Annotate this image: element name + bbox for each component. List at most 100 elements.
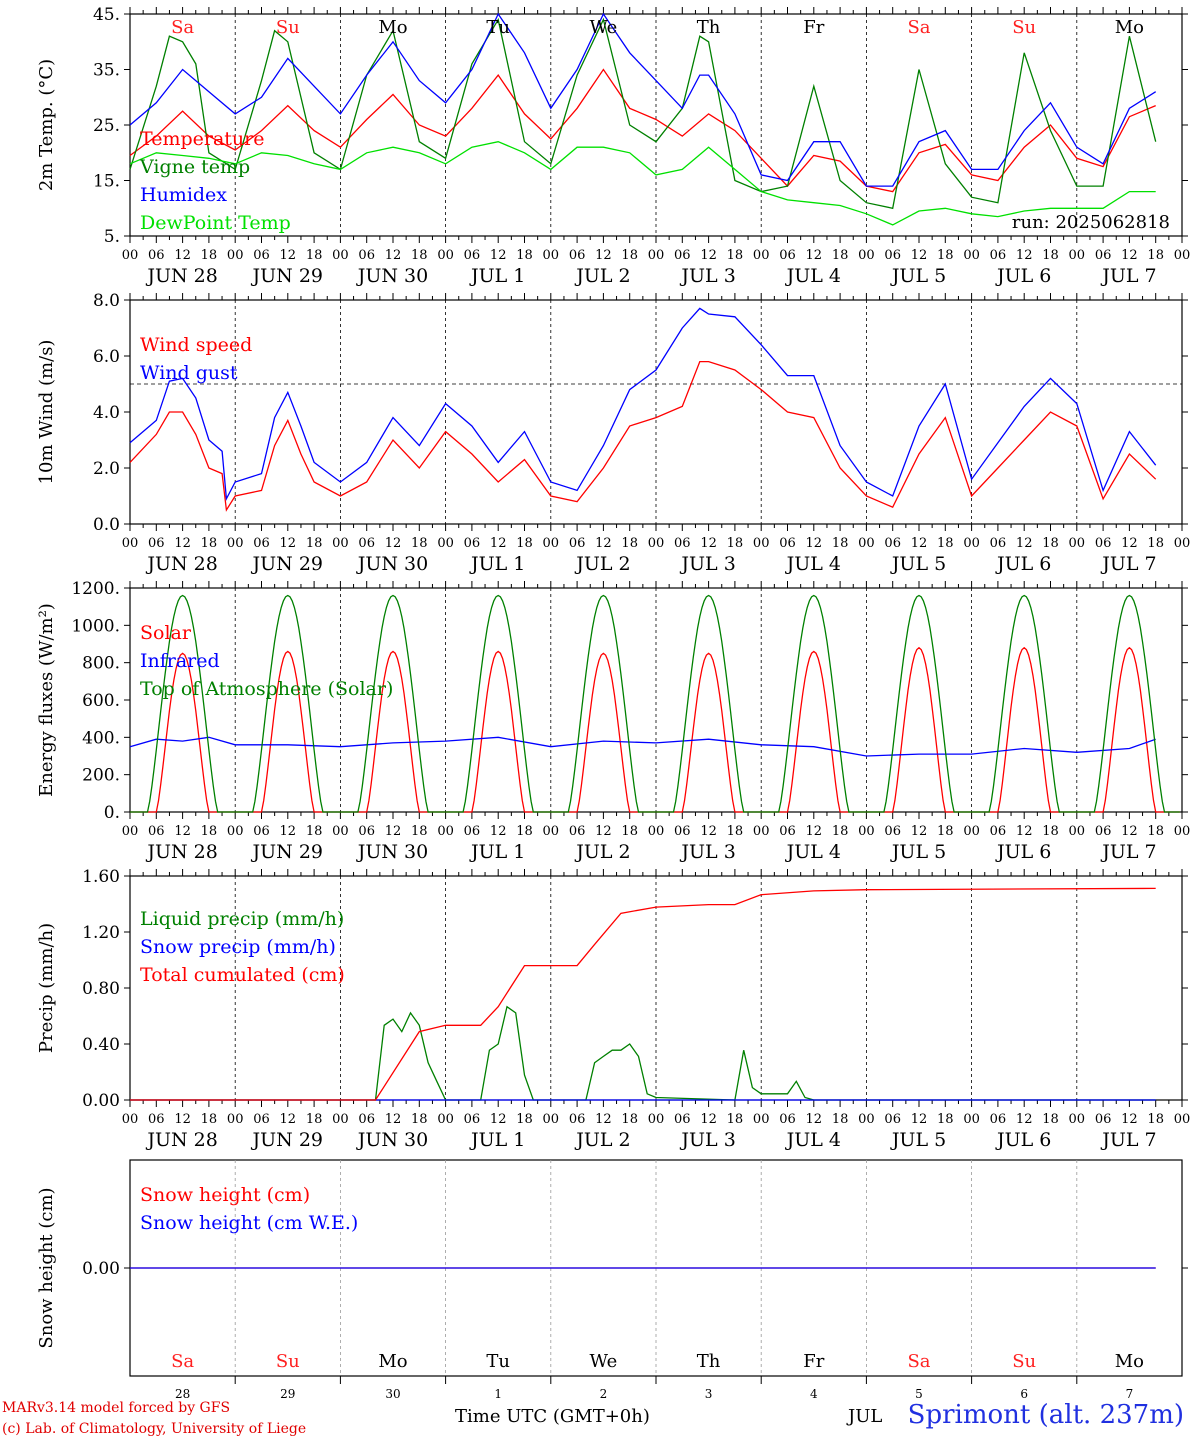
y-tick-label: 35. [93, 61, 120, 81]
x-hour-label: 12 [1016, 1112, 1033, 1127]
day-name: Su [276, 17, 300, 38]
x-date-label: JUL 1 [469, 265, 525, 287]
x-hour-label: 06 [569, 536, 586, 551]
x-hour-label: 12 [174, 536, 191, 551]
x-hour-label: 00 [122, 824, 139, 839]
x-hour-label: 18 [937, 824, 954, 839]
x-hour-label: 00 [963, 536, 980, 551]
x-date-label: JUN 28 [145, 553, 217, 575]
x-hour-label: 18 [201, 1112, 218, 1127]
x-hour-label: 06 [253, 248, 270, 263]
x-hour-label: 00 [963, 1112, 980, 1127]
x-hour-label: 06 [569, 248, 586, 263]
x-hour-label: 12 [1016, 536, 1033, 551]
x-hour-label: 06 [884, 248, 901, 263]
day-number: 5 [915, 1387, 923, 1401]
x-hour-label: 00 [753, 536, 770, 551]
x-hour-label: 12 [385, 536, 402, 551]
legend-entry: Total cumulated (cm) [140, 964, 345, 986]
series-total-cumulated-cm- [130, 887, 1156, 1101]
x-date-label: JUL 2 [574, 841, 630, 863]
x-hour-label: 12 [490, 1112, 507, 1127]
x-hour-label: 00 [963, 248, 980, 263]
x-date-label: JUL 1 [469, 1129, 525, 1151]
x-hour-label: 18 [1042, 1112, 1059, 1127]
x-hour-label: 12 [700, 248, 717, 263]
day-number: 28 [175, 1387, 190, 1401]
legend-entry: Temperature [140, 128, 264, 150]
x-hour-label: 12 [1121, 536, 1138, 551]
x-hour-label: 06 [1095, 248, 1112, 263]
legend-entry: Snow height (cm) [140, 1184, 310, 1206]
day-name: Tu [486, 1351, 510, 1372]
legend-entry: Wind gust [140, 362, 238, 384]
x-date-label: JUN 30 [356, 265, 428, 287]
day-name: Su [1012, 17, 1036, 38]
y-tick-label: 5. [104, 227, 120, 247]
x-date-label: JUL 3 [679, 265, 735, 287]
x-hour-label: 12 [174, 824, 191, 839]
series-vigne-temp [129, 17, 1157, 210]
x-date-label: JUL 5 [890, 841, 946, 863]
x-date-label: JUL 6 [995, 841, 1051, 863]
x-date-label: JUN 28 [145, 265, 217, 287]
x-hour-label: 06 [253, 1112, 270, 1127]
credit-line-1: MARv3.14 model forced by GFS [2, 1400, 231, 1416]
x-hour-label: 06 [779, 824, 796, 839]
x-date-label: JUN 29 [251, 841, 323, 863]
x-date-label: JUL 4 [785, 1129, 841, 1151]
x-hour-label: 18 [621, 1112, 638, 1127]
x-hour-label: 00 [648, 1112, 665, 1127]
day-number: 6 [1020, 1387, 1028, 1401]
x-date-label: JUN 28 [145, 841, 217, 863]
x-hour-label: 12 [1016, 248, 1033, 263]
x-hour-label: 18 [727, 1112, 744, 1127]
x-date-label: JUN 29 [251, 553, 323, 575]
x-hour-label: 12 [490, 824, 507, 839]
day-name: We [590, 1351, 618, 1372]
series-solar [130, 646, 1180, 813]
x-hour-label: 06 [148, 536, 165, 551]
x-hour-label: 18 [516, 248, 533, 263]
x-hour-label: 06 [358, 824, 375, 839]
x-hour-label: 18 [516, 1112, 533, 1127]
day-name: Mo [378, 1351, 407, 1372]
x-hour-label: 12 [595, 248, 612, 263]
x-hour-label: 00 [1069, 1112, 1086, 1127]
x-hour-label: 18 [306, 824, 323, 839]
x-hour-label: 12 [595, 1112, 612, 1127]
series-top-of-atmosphere-solar- [130, 594, 1180, 813]
day-name: Su [276, 1351, 300, 1372]
x-hour-label: 06 [464, 824, 481, 839]
y-tick-label: 0.0 [93, 515, 120, 535]
x-hour-label: 00 [1069, 536, 1086, 551]
x-date-label: JUL 6 [995, 265, 1051, 287]
x-date-label: JUL 2 [574, 265, 630, 287]
x-hour-label: 06 [884, 536, 901, 551]
chart-panel-3: 00 06 12 18 00 06 12 18 00 06 12 18 00 06 12 18 00 06 12 18… [36, 579, 1190, 863]
x-date-label: JUN 28 [145, 1129, 217, 1151]
x-hour-label: 18 [937, 536, 954, 551]
x-date-label: JUL 5 [890, 265, 946, 287]
x-hour-label: 00 [963, 824, 980, 839]
chart-panel-1: 00 06 12 18 00 06 12 18 00 06 12 18 00 06 12 18 00 06 12 18… [36, 5, 1190, 287]
y-tick-label: 0. [104, 803, 120, 823]
x-hour-label: 00 [543, 248, 560, 263]
x-hour-label: 06 [1095, 824, 1112, 839]
day-name: Tu [486, 17, 510, 38]
x-hour-label: 18 [832, 824, 849, 839]
x-hour-label: 12 [280, 1112, 297, 1127]
series-humidex [129, 12, 1157, 187]
x-hour-label: 18 [516, 536, 533, 551]
series-infrared [129, 736, 1156, 757]
day-name: Mo [378, 17, 407, 38]
x-hour-label: 06 [148, 1112, 165, 1127]
legend-entry: Humidex [140, 184, 227, 206]
x-hour-label: 18 [306, 248, 323, 263]
y-tick-label: 1.20 [82, 923, 120, 943]
day-name: Sa [171, 1351, 194, 1372]
x-hour-label: 00 [1069, 824, 1086, 839]
x-hour-label: 18 [411, 824, 428, 839]
day-name: Mo [1115, 1351, 1144, 1372]
x-hour-label: 18 [201, 248, 218, 263]
